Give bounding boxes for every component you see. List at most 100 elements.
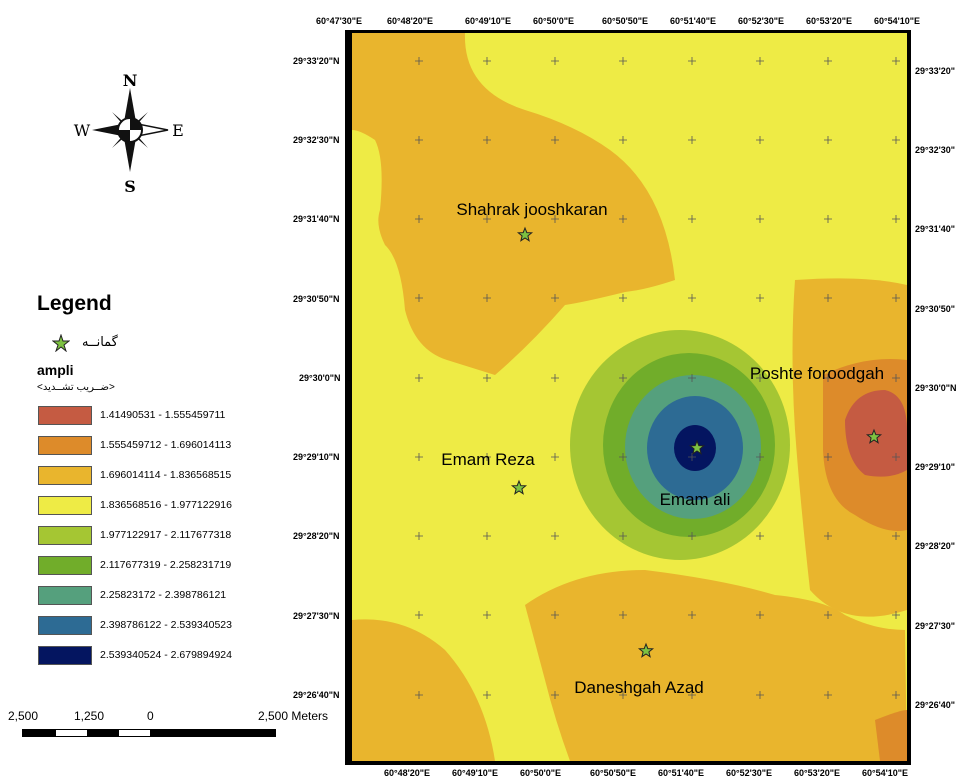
graticule-cross <box>688 136 696 144</box>
graticule-cross <box>824 691 832 699</box>
legend-swatch <box>38 586 92 605</box>
tick-top: 60°52'30"E <box>738 16 785 26</box>
east-label: E <box>172 121 184 140</box>
compass-rose-icon: N S E W <box>74 71 184 196</box>
tick-left: 29°27'30"N <box>293 611 340 621</box>
tick-bottom: 60°54'10"E <box>862 768 909 778</box>
tick-top: 60°48'20"E <box>387 16 434 26</box>
graticule-cross <box>415 136 423 144</box>
graticule-cross <box>688 294 696 302</box>
graticule-cross <box>551 691 559 699</box>
tick-left: 29°32'30"N <box>293 135 340 145</box>
graticule-cross <box>824 215 832 223</box>
graticule-cross <box>688 611 696 619</box>
graticule-cross <box>551 294 559 302</box>
scale-label: 0 <box>147 709 154 723</box>
graticule-cross <box>619 374 627 382</box>
graticule-cross <box>415 294 423 302</box>
graticule-cross <box>824 611 832 619</box>
legend-swatch <box>38 646 92 665</box>
graticule-cross <box>892 611 900 619</box>
graticule-cross <box>892 691 900 699</box>
tick-left: 29°29'10"N <box>293 452 340 462</box>
tick-right: 29°29'10" <box>915 462 956 472</box>
graticule-cross <box>483 57 491 65</box>
graticule-marks <box>415 57 900 699</box>
borehole-star-icon <box>865 428 883 444</box>
tick-left: 29°33'20"N <box>293 56 340 66</box>
legend-point-label: گمانــه <box>82 334 118 349</box>
place-label-emam-reza: Emam Reza <box>441 450 535 469</box>
tick-top: 60°50'50"E <box>602 16 649 26</box>
graticule-cross <box>688 532 696 540</box>
borehole-star-icon <box>516 226 534 242</box>
tick-left: 29°26'40"N <box>293 690 340 700</box>
scale-label: 2,500 Meters <box>258 709 329 723</box>
graticule-cross <box>756 57 764 65</box>
star-icon <box>52 334 70 352</box>
legend-class-label: 1.41490531 - 1.555459711 <box>100 409 226 421</box>
graticule-cross <box>756 294 764 302</box>
place-markers <box>510 226 883 658</box>
graticule-cross <box>824 374 832 382</box>
tick-left: 29°30'50"N <box>293 294 340 304</box>
graticule-cross <box>756 611 764 619</box>
graticule-cross <box>892 57 900 65</box>
graticule-cross <box>415 374 423 382</box>
legend-swatch <box>38 556 92 575</box>
map-frame: Shahrak jooshkaran Poshte foroodgah Emam… <box>345 30 911 765</box>
graticule-cross <box>551 611 559 619</box>
tick-right: 29°28'20" <box>915 541 956 551</box>
graticule-cross <box>415 57 423 65</box>
borehole-star-icon <box>637 642 655 658</box>
graticule-cross <box>619 691 627 699</box>
north-label: N <box>123 71 138 90</box>
graticule-cross <box>892 374 900 382</box>
legend-class-label: 2.398786122 - 2.539340523 <box>100 619 232 631</box>
graticule-cross <box>483 374 491 382</box>
legend-swatch <box>38 526 92 545</box>
tick-top: 60°53'20"E <box>806 16 853 26</box>
legend-swatch <box>38 436 92 455</box>
graticule-cross <box>619 294 627 302</box>
tick-top: 60°47'30"E <box>316 16 363 26</box>
legend-class-label: 1.696014114 - 1.836568515 <box>100 469 232 481</box>
place-label-poshte: Poshte foroodgah <box>750 364 884 383</box>
legend-title: Legend <box>37 292 112 315</box>
graticule-cross <box>688 453 696 461</box>
graticule-cross <box>415 611 423 619</box>
graticule-cross <box>619 57 627 65</box>
place-label-daneshgah: Daneshgah Azad <box>574 678 704 697</box>
graticule-cross <box>551 57 559 65</box>
legend-class-label: 1.836568516 - 1.977122916 <box>100 499 232 511</box>
graticule-cross <box>551 215 559 223</box>
graticule-cross <box>619 215 627 223</box>
graticule-cross <box>756 691 764 699</box>
tick-top: 60°54'10"E <box>874 16 921 26</box>
graticule-cross <box>688 374 696 382</box>
west-label: W <box>74 121 91 140</box>
scale-label: 1,250 <box>74 709 105 723</box>
tick-top: 60°51'40"E <box>670 16 717 26</box>
graticule-cross <box>415 215 423 223</box>
legend-class-label: 2.25823172 - 2.398786121 <box>100 589 227 601</box>
graticule-cross <box>824 294 832 302</box>
graticule-cross <box>756 374 764 382</box>
legend-field-subtitle: <ضــریب تشــدید> <box>37 382 115 393</box>
tick-bottom: 60°49'10"E <box>452 768 499 778</box>
graticule-cross <box>415 453 423 461</box>
graticule-cross <box>483 611 491 619</box>
place-label-emam-ali: Emam ali <box>660 490 731 509</box>
graticule-cross <box>688 57 696 65</box>
graticule-cross <box>824 532 832 540</box>
graticule-cross <box>483 691 491 699</box>
graticule-cross <box>892 294 900 302</box>
tick-right: 29°26'40" <box>915 700 956 710</box>
tick-left: 29°28'20"N <box>293 531 340 541</box>
tick-right: 29°32'30" <box>915 145 956 155</box>
legend-class-label: 2.117677319 - 2.258231719 <box>100 559 232 571</box>
map-canvas: Shahrak jooshkaran Poshte foroodgah Emam… <box>345 30 911 765</box>
graticule-cross <box>619 611 627 619</box>
graticule-cross <box>688 691 696 699</box>
graticule-cross <box>892 215 900 223</box>
